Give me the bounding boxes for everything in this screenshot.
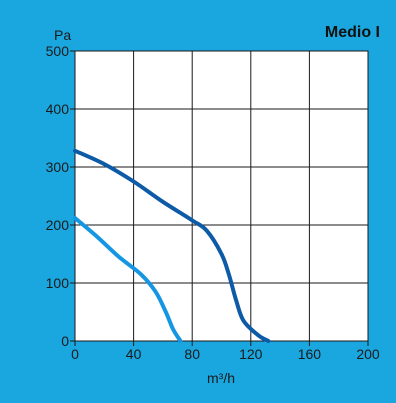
y-tick-label: 300: [46, 159, 70, 175]
x-tick-label: 0: [71, 346, 79, 362]
y-tick-label: 0: [61, 333, 69, 349]
y-tick-label: 200: [46, 217, 70, 233]
series-lines: [73, 148, 271, 343]
chart-title: Medio I: [325, 24, 380, 41]
series-line-1: [73, 148, 271, 343]
x-tick-label: 40: [126, 346, 142, 362]
x-tick-label: 120: [239, 346, 263, 362]
plot-area: [74, 50, 369, 342]
y-tick-label: 400: [46, 101, 70, 117]
x-tick-label: 160: [298, 346, 322, 362]
series-line-2: [73, 216, 183, 343]
grid: [75, 51, 368, 341]
y-tick-label: 100: [46, 275, 70, 291]
x-tick-label: 200: [356, 346, 380, 362]
y-tick-label: 500: [46, 43, 70, 59]
x-axis-label: m³/h: [207, 370, 235, 386]
x-tick-label: 80: [184, 346, 200, 362]
y-axis-label: Pa: [54, 27, 71, 43]
axis-ticks: 0 40 80 120 160 200 0 100 200 300 400 500: [46, 43, 380, 362]
